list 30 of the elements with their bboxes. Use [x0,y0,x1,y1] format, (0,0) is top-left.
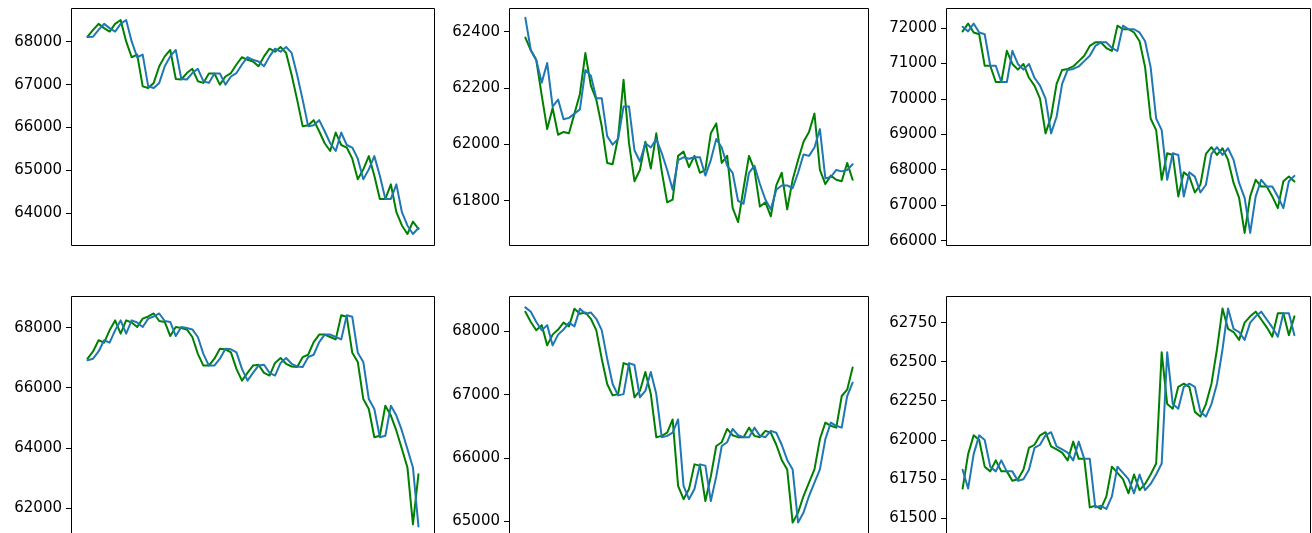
y-tick-label: 62200 [452,78,500,97]
y-tick-label: 64000 [14,438,62,457]
y-tick-label: 66000 [14,117,62,136]
y-tick-label: 66000 [452,447,500,466]
y-tick-label: 72000 [889,18,937,37]
y-tick-label: 62000 [14,498,62,517]
y-tick-label: 68000 [14,317,62,336]
y-tick-label: 67000 [14,74,62,93]
y-tick-label: 61750 [889,469,937,488]
y-tick-label: 66000 [889,230,937,249]
y-tick-label: 68000 [889,159,937,178]
y-tick-label: 69000 [889,124,937,143]
y-tick-label: 62000 [889,429,937,448]
y-tick-label: 67000 [452,384,500,403]
y-tick-label: 66000 [14,377,62,396]
y-tick-label: 70000 [889,88,937,107]
y-tick-label: 65000 [14,160,62,179]
y-tick-label: 61800 [452,190,500,209]
y-tick-label: 68000 [14,31,62,50]
y-tick-label: 62400 [452,21,500,40]
y-tick-label: 71000 [889,53,937,72]
y-tick-label: 62250 [889,390,937,409]
y-tick-label: 62000 [452,134,500,153]
y-tick-label: 64000 [14,202,62,221]
y-tick-label: 67000 [889,195,937,214]
y-tick-label: 65000 [452,511,500,530]
y-tick-label: 68000 [452,321,500,340]
y-tick-label: 61500 [889,508,937,527]
y-tick-label: 62750 [889,312,937,331]
y-tick-label: 62500 [889,351,937,370]
